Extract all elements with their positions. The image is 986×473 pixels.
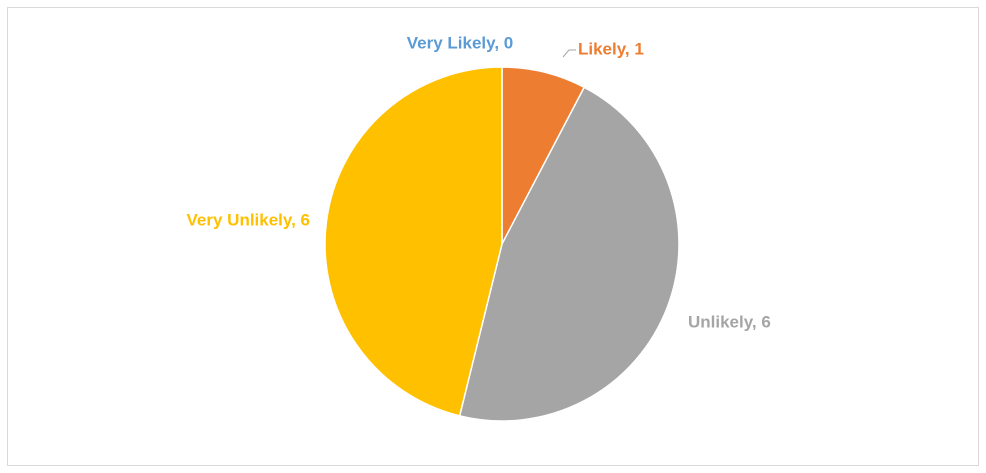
data-label: Very Likely, 0: [407, 33, 513, 52]
leader-line: [562, 49, 576, 58]
data-label: Very Unlikely, 6: [187, 210, 310, 229]
data-label: Likely, 1: [578, 39, 644, 58]
data-label: Unlikely, 6: [688, 312, 771, 331]
pie-slice: [458, 86, 680, 422]
pie-slice: [324, 66, 503, 417]
